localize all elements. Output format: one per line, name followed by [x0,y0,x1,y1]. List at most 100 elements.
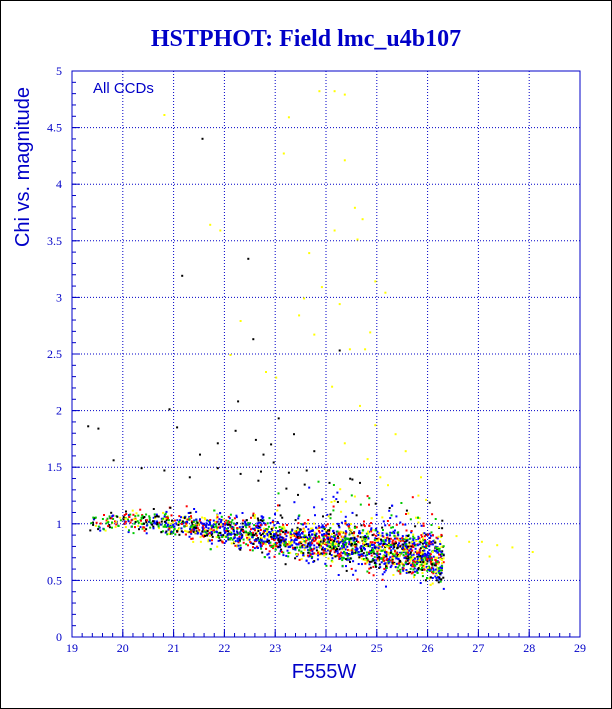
data-point [432,562,435,565]
data-point [403,546,405,549]
data-point [317,480,320,483]
data-point [405,569,408,571]
data-point [294,557,297,560]
data-point [275,526,277,529]
data-point [383,571,386,574]
data-point [280,526,283,529]
data-point [389,517,392,519]
data-point [168,527,171,530]
data-point [195,520,198,523]
data-point [219,531,222,534]
data-point [220,520,223,523]
data-point [390,514,393,517]
data-point [268,550,271,553]
data-point [297,522,300,525]
data-point [332,509,335,512]
data-point [404,523,407,526]
data-point [372,548,374,551]
data-point [134,521,137,523]
data-point [385,550,388,553]
data-point [295,532,298,535]
data-point [99,529,102,532]
data-point [416,569,419,572]
data-point [177,523,180,526]
data-point [387,551,390,554]
data-point [272,535,275,538]
data-point [305,538,307,541]
data-point [249,541,252,544]
data-point [300,550,303,553]
data-point [217,526,220,529]
data-point [396,537,399,540]
data-point [359,404,361,407]
data-point [417,561,420,563]
data-point [340,510,343,513]
data-point [412,538,415,540]
data-point [290,533,293,536]
data-point [369,551,372,554]
data-point [248,538,251,541]
data-point [366,561,369,564]
data-point [347,549,350,551]
data-point [418,559,421,562]
data-point [256,534,258,537]
data-point [307,549,310,552]
data-point [431,577,434,579]
data-point [240,537,243,540]
data-point [368,552,371,555]
data-point [374,424,377,427]
data-point [111,526,113,529]
data-point [291,529,294,532]
data-point [277,504,279,507]
data-point [376,558,379,561]
data-point [364,554,367,557]
data-point [414,570,416,573]
data-point [293,532,296,535]
data-point [210,529,213,532]
data-point [382,555,384,558]
data-point [256,524,259,527]
data-point [326,523,329,526]
data-point [365,538,368,541]
data-point [330,538,333,541]
data-point [160,520,163,523]
data-point [383,548,386,551]
data-point [377,559,380,562]
data-point [305,469,308,472]
data-point [194,531,197,534]
data-point [394,566,397,568]
data-point [351,478,354,481]
data-point [326,529,329,532]
data-point [229,513,232,516]
data-point [343,159,346,162]
data-point [199,453,201,456]
data-point [185,522,188,525]
data-point [304,530,306,533]
data-point [308,533,310,536]
data-point [374,529,377,532]
data-point [375,539,378,542]
data-point [413,557,416,560]
data-point [392,557,395,560]
data-point [278,504,281,507]
data-point [201,516,204,519]
data-point [264,533,267,535]
data-point [327,545,330,548]
data-point [234,524,237,526]
data-point [268,534,271,536]
data-point [367,543,370,546]
data-point [362,529,365,532]
data-point [266,530,269,533]
data-point [266,534,269,537]
data-point [166,524,169,527]
data-point [248,523,251,526]
data-point [330,545,333,548]
data-point [313,333,316,336]
data-point [295,543,298,546]
data-point [303,528,305,531]
data-point [285,529,288,532]
data-point [226,523,229,526]
data-point [226,530,229,533]
data-point [369,331,372,334]
data-point [296,546,299,549]
